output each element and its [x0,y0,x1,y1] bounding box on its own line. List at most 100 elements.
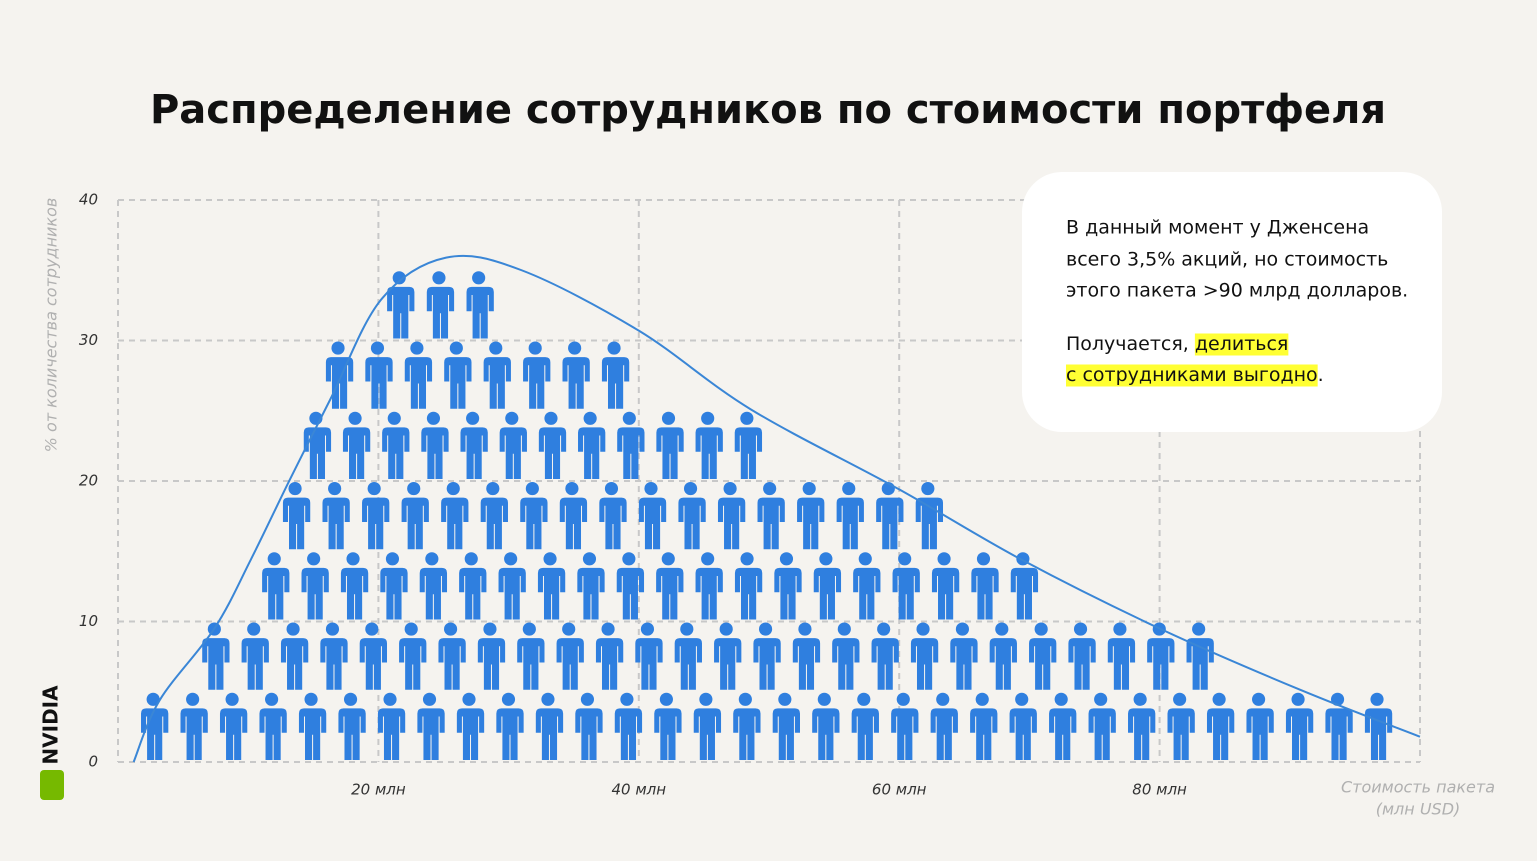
person-icon [421,411,449,479]
text-part: . [1318,364,1324,386]
person-body [387,286,415,339]
person-icon [483,341,511,409]
callout-text: с сотрудниками выгодно. [1066,364,1324,386]
person-head [1212,692,1226,706]
person-head [186,692,200,706]
person-icon [836,482,864,550]
person-head [365,622,379,636]
person-head [1094,692,1108,706]
person-body [1325,708,1353,760]
person-icon [910,622,939,690]
person-body [444,357,472,409]
person-icon [601,341,630,409]
person-body [813,567,842,620]
person-body [772,708,801,760]
person-head [343,692,358,706]
person-body [282,497,311,550]
person-icon [444,341,472,409]
person-icon [930,692,958,760]
person-head [404,622,418,636]
person-head [898,552,912,566]
person-icon [498,552,526,620]
person-head [661,411,676,425]
person-icon [556,622,584,690]
person-head [661,552,675,566]
person-icon [456,692,485,760]
person-icon [538,411,567,479]
person-head [328,482,342,496]
person-head [392,271,406,285]
highlights [1066,333,1318,387]
person-head [425,552,439,566]
y-axis-label: % от количества сотрудников [42,198,61,453]
person-head [680,622,694,636]
person-head [798,622,812,636]
highlight [1194,333,1289,356]
person-body [1128,708,1156,760]
person-body [774,567,802,620]
person-head [719,622,733,636]
person-head [1173,692,1187,706]
person-head [1073,622,1088,636]
person-head [1133,692,1147,706]
x-tick-label: 80 млн [1132,781,1187,799]
person-body [599,497,627,550]
person-icon [426,271,455,339]
person-icon [1049,692,1077,760]
person-body [989,638,1017,690]
person-head [683,482,698,496]
person-icon [298,692,327,760]
person-body [674,638,702,690]
person-icon [441,482,469,550]
person-icon [141,692,169,760]
person-body [180,708,208,760]
person-body [338,708,366,760]
person-body [876,497,904,550]
person-icon [757,482,785,550]
person-icon [517,622,545,690]
callout-box [1022,172,1442,432]
distribution-curve [132,254,1421,763]
person-body [656,567,684,620]
x-tick-label: 40 млн [612,781,667,799]
person-head [622,411,636,425]
person-icon [1364,692,1393,760]
person-icon [401,482,429,550]
person-body [499,427,527,479]
person-body [1147,638,1175,690]
person-head [383,692,397,706]
person-head [877,622,891,636]
person-body [401,497,429,550]
person-head [501,692,516,706]
person-body [438,638,466,690]
person-icon [562,341,590,409]
person-icon [813,552,842,620]
person-body [910,638,939,690]
person-head [307,552,321,566]
person-icon [1088,692,1116,760]
person-icon [876,482,904,550]
person-body [303,427,332,479]
person-body [695,567,723,620]
person-body [322,497,350,550]
person-icon [535,692,564,760]
person-head [472,271,486,285]
person-head [659,692,673,706]
person-icon [523,341,551,409]
person-body [419,567,448,620]
person-head [857,692,871,706]
person-body [832,638,860,690]
person-icon [617,411,645,479]
callout-text: Получается, делиться [1066,333,1288,355]
person-icon [734,552,763,620]
person-icon [792,622,821,690]
person-head [146,692,160,706]
text-part: Получается, [1066,333,1195,355]
person-head [701,411,715,425]
person-icon [892,552,920,620]
person-icon [656,552,684,620]
person-body [836,497,864,550]
person-head [562,622,576,636]
person-icon [399,622,427,690]
person-body [654,708,682,760]
